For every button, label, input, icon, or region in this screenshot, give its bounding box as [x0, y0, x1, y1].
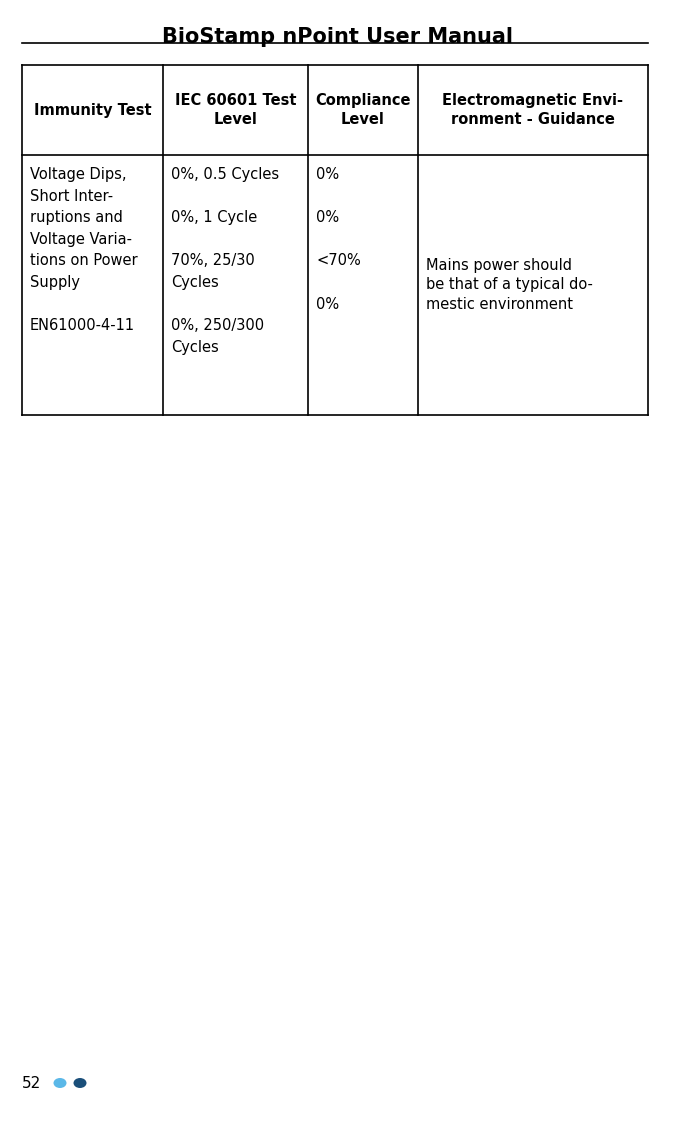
Text: Voltage Dips,
Short Inter-
ruptions and
Voltage Varia-
tions on Power
Supply

EN: Voltage Dips, Short Inter- ruptions and …	[30, 167, 138, 334]
Text: Immunity Test: Immunity Test	[34, 102, 151, 118]
Ellipse shape	[53, 1078, 67, 1088]
Text: IEC 60601 Test
Level: IEC 60601 Test Level	[175, 92, 296, 127]
Text: Compliance
Level: Compliance Level	[315, 92, 411, 127]
Text: 0%

0%

<70%

0%: 0% 0% <70% 0%	[316, 167, 360, 311]
Text: 52: 52	[22, 1076, 41, 1090]
Text: BioStamp nPoint User Manual: BioStamp nPoint User Manual	[162, 27, 513, 47]
Text: 0%, 0.5 Cycles

0%, 1 Cycle

70%, 25/30
Cycles

0%, 250/300
Cycles: 0%, 0.5 Cycles 0%, 1 Cycle 70%, 25/30 Cy…	[171, 167, 279, 355]
Text: Electromagnetic Envi-
ronment - Guidance: Electromagnetic Envi- ronment - Guidance	[443, 92, 624, 127]
Text: Mains power should
be that of a typical do-
mestic environment: Mains power should be that of a typical …	[426, 257, 593, 312]
Ellipse shape	[74, 1078, 86, 1088]
